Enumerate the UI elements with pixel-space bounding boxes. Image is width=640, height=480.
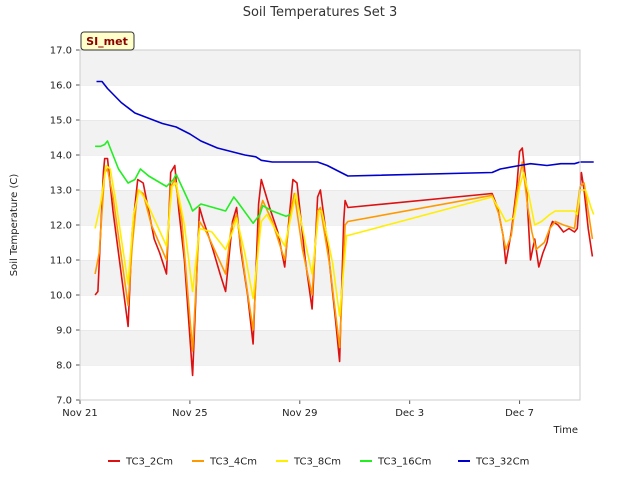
y-tick-label: 8.0 [56,361,72,372]
legend-label: TC3_8Cm [293,457,341,468]
legend-label: TC3_2Cm [125,457,173,468]
grid-band [80,365,580,400]
x-axis-ticks: Nov 21 Nov 25 Nov 29 Dec 3 Dec 7 [62,400,534,419]
x-tick-label: Nov 21 [62,408,97,419]
y-tick-label: 12.0 [50,221,72,232]
legend-label: TC3_4Cm [209,457,257,468]
grid-band [80,155,580,190]
series-lines [94,80,595,377]
series-line-tc3-32cm [96,80,594,177]
y-tick-label: 13.0 [50,186,72,197]
legend-label: TC3_32Cm [475,457,529,468]
site-badge-box [80,31,135,51]
site-badge-label: SI_met [86,35,128,48]
y-tick-label: 15.0 [50,116,72,127]
y-tick-label: 14.0 [50,151,72,162]
legend: TC3_2Cm TC3_4Cm TC3_8Cm TC3_16Cm TC3_32Cm [108,457,529,468]
y-tick-label: 17.0 [50,46,72,57]
series-line-tc3-16cm [95,140,291,224]
x-tick-label: Dec 7 [505,408,534,419]
x-axis-label: Time [553,425,578,436]
grid-band [80,85,580,120]
series-line-tc3-4cm [94,161,594,352]
grid-band [80,295,580,330]
series-line-tc3-8cm [94,164,595,317]
y-tick-label: 7.0 [56,396,72,407]
site-badge: SI_met [80,31,135,51]
y-axis-ticks: 7.0 8.0 9.0 10.0 11.0 12.0 13.0 14.0 15.0 16.0 17.… [50,46,80,407]
legend-label: TC3_16Cm [377,457,431,468]
chart-title: Soil Temperatures Set 3 [243,5,398,20]
x-tick-label: Dec 3 [395,408,424,419]
plot-frame [79,49,581,401]
y-tick-label: 10.0 [50,291,72,302]
grid-band [80,120,580,155]
x-tick-label: Nov 29 [282,408,317,419]
y-axis-label: Soil Temperature (C) [9,174,20,277]
y-tick-label: 16.0 [50,81,72,92]
grid-bands [80,49,580,400]
y-tick-label: 9.0 [56,326,72,337]
grid-band [80,330,580,365]
y-tick-label: 11.0 [50,256,72,267]
series-line-tc3-2cm [94,147,594,377]
x-tick-label: Nov 25 [172,408,207,419]
grid-band [80,50,580,85]
